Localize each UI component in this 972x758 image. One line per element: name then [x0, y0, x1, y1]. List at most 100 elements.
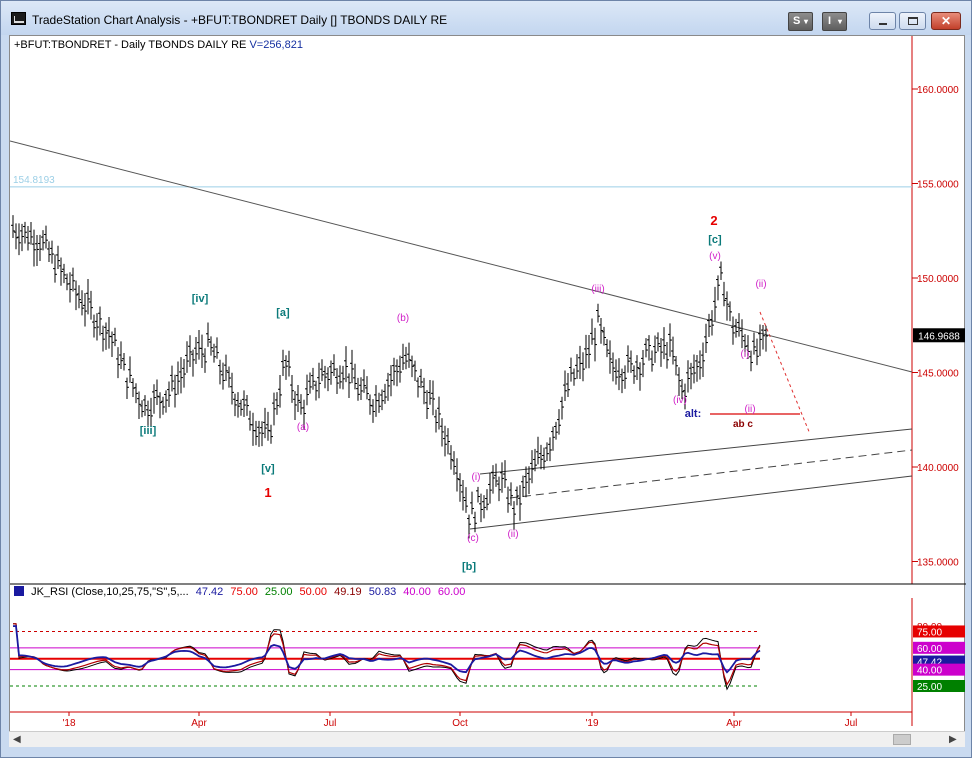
alt-count-label: alt:: [685, 408, 702, 420]
price-bar: [638, 362, 642, 391]
price-bar: [338, 365, 342, 389]
price-bar: [719, 261, 723, 280]
rsi-axis-label: 40.00: [917, 666, 942, 677]
price-bar: [554, 421, 558, 440]
price-bar: [272, 392, 276, 426]
price-bar: [314, 380, 318, 401]
price-bar: [98, 306, 102, 336]
price-bar: [299, 394, 303, 415]
horizontal-scrollbar[interactable]: ◀ ▶: [9, 731, 965, 747]
price-bar: [137, 391, 141, 419]
price-bar: [617, 358, 621, 391]
price-bar: [467, 514, 471, 539]
price-bar: [734, 318, 738, 338]
wave-a-big-label: [a]: [276, 307, 290, 319]
price-bar: [536, 436, 540, 465]
price-tick-label: 150.0000: [917, 274, 959, 285]
scroll-left-icon[interactable]: ◀: [13, 734, 21, 745]
price-bar: [563, 370, 567, 402]
price-bar: [176, 361, 180, 395]
price-bar: [230, 372, 234, 405]
channel-lower-line: [469, 475, 913, 530]
price-bar: [749, 350, 753, 372]
price-bar: [485, 489, 489, 511]
scroll-right-icon[interactable]: ▶: [949, 734, 957, 745]
price-bar: [71, 267, 75, 292]
price-bar: [512, 501, 516, 531]
scroll-thumb[interactable]: [893, 734, 911, 745]
price-bar: [83, 292, 87, 327]
price-bar: [392, 357, 396, 386]
price-bar: [221, 362, 225, 390]
price-bar: [239, 399, 243, 416]
hline-price-label: 154.8193: [13, 175, 55, 186]
wave-iv-small-label: (iv): [673, 395, 687, 406]
price-bar: [497, 476, 501, 502]
price-bar: [305, 374, 309, 406]
price-bar: [377, 392, 381, 413]
close-button[interactable]: ✕: [931, 12, 961, 30]
price-bar: [62, 263, 66, 284]
price-bar: [632, 365, 636, 384]
price-bar: [737, 313, 741, 337]
price-bar: [254, 420, 258, 446]
wave-2-label: 2: [710, 213, 717, 228]
wave-b-small-label: (b): [397, 313, 409, 324]
price-bar: [758, 324, 762, 357]
wave-a-small-label: (a): [297, 422, 309, 433]
price-chart[interactable]: 160.0000 155.0000 150.0000 145.0000 140.0000…: [10, 36, 966, 748]
price-bar: [464, 487, 468, 513]
wave-v-label: [v]: [261, 463, 275, 475]
rsi-axis-label: 47.42: [917, 658, 942, 669]
price-bar: [659, 338, 663, 367]
s-menu-button[interactable]: S ▾: [788, 12, 813, 31]
maximize-button[interactable]: [899, 12, 926, 30]
price-bar: [686, 360, 690, 393]
price-bar: [602, 326, 606, 346]
date-tick-label: Oct: [452, 718, 468, 729]
i-menu-button[interactable]: I ▾: [822, 12, 847, 31]
wave-c-big-label: [c]: [708, 234, 722, 246]
price-bar: [194, 337, 198, 364]
minimize-button[interactable]: [869, 12, 896, 30]
price-bar: [437, 396, 441, 430]
price-bar: [170, 365, 174, 392]
projection-dashed-line: [759, 311, 811, 435]
wave-1-label: 1: [264, 485, 271, 500]
price-bar: [158, 392, 162, 419]
price-bar: [692, 354, 696, 384]
price-bar: [683, 383, 687, 410]
alt-wave-ii-label: (ii): [744, 404, 755, 415]
price-bar: [566, 373, 570, 398]
price-bar: [545, 442, 549, 462]
downtrend-line: [10, 140, 913, 373]
price-bar: [671, 336, 675, 365]
price-bar: [188, 335, 192, 368]
wave-ii-small-2-label: (ii): [755, 279, 766, 290]
chart-area[interactable]: 160.0000 155.0000 150.0000 145.0000 140.0000…: [9, 35, 966, 748]
price-bar: [251, 412, 255, 446]
price-bar: [599, 317, 603, 344]
price-bar: [635, 355, 639, 381]
price-bar: [248, 410, 252, 431]
price-bar: [59, 257, 63, 286]
price-bar: [434, 409, 438, 433]
price-bar: [449, 445, 453, 470]
rsi-axis-tag: [913, 663, 965, 676]
window-title: TradeStation Chart Analysis - +BFUT:TBON…: [32, 13, 448, 27]
price-bar: [653, 335, 657, 363]
price-bar: [218, 359, 222, 385]
price-bar: [35, 234, 39, 266]
price-bar: [167, 381, 171, 408]
price-bar: [134, 383, 138, 404]
price-bar: [344, 346, 348, 383]
price-bar: [140, 400, 144, 418]
rsi-axis-tag: [913, 641, 965, 654]
price-bar: [713, 286, 717, 322]
wave-c-small-label: (c): [467, 533, 479, 544]
price-bar: [455, 458, 459, 492]
price-bar: [707, 313, 711, 337]
price-bar: [224, 354, 228, 381]
price-bar: [185, 341, 189, 373]
date-tick-label: '19: [585, 718, 598, 729]
